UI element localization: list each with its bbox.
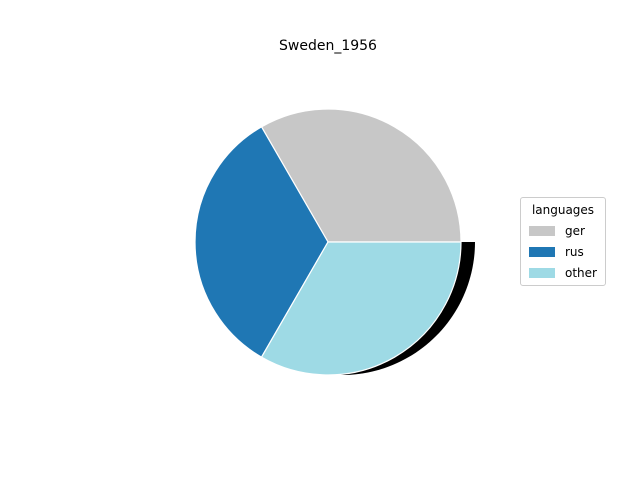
legend-swatch bbox=[529, 268, 555, 278]
slice-layer bbox=[194, 108, 462, 376]
legend-title: languages bbox=[531, 203, 595, 217]
pie-slice-rus bbox=[194, 126, 329, 358]
legend: languages ger rus other bbox=[520, 197, 606, 286]
pie-slice-ger bbox=[260, 108, 462, 243]
legend-label: other bbox=[565, 266, 597, 280]
chart-title: Sweden_1956 bbox=[279, 38, 377, 54]
legend-label: ger bbox=[565, 224, 585, 238]
legend-swatch bbox=[529, 226, 555, 236]
legend-swatch bbox=[529, 247, 555, 257]
pie-slice-other bbox=[260, 241, 462, 376]
legend-label: rus bbox=[565, 245, 584, 259]
